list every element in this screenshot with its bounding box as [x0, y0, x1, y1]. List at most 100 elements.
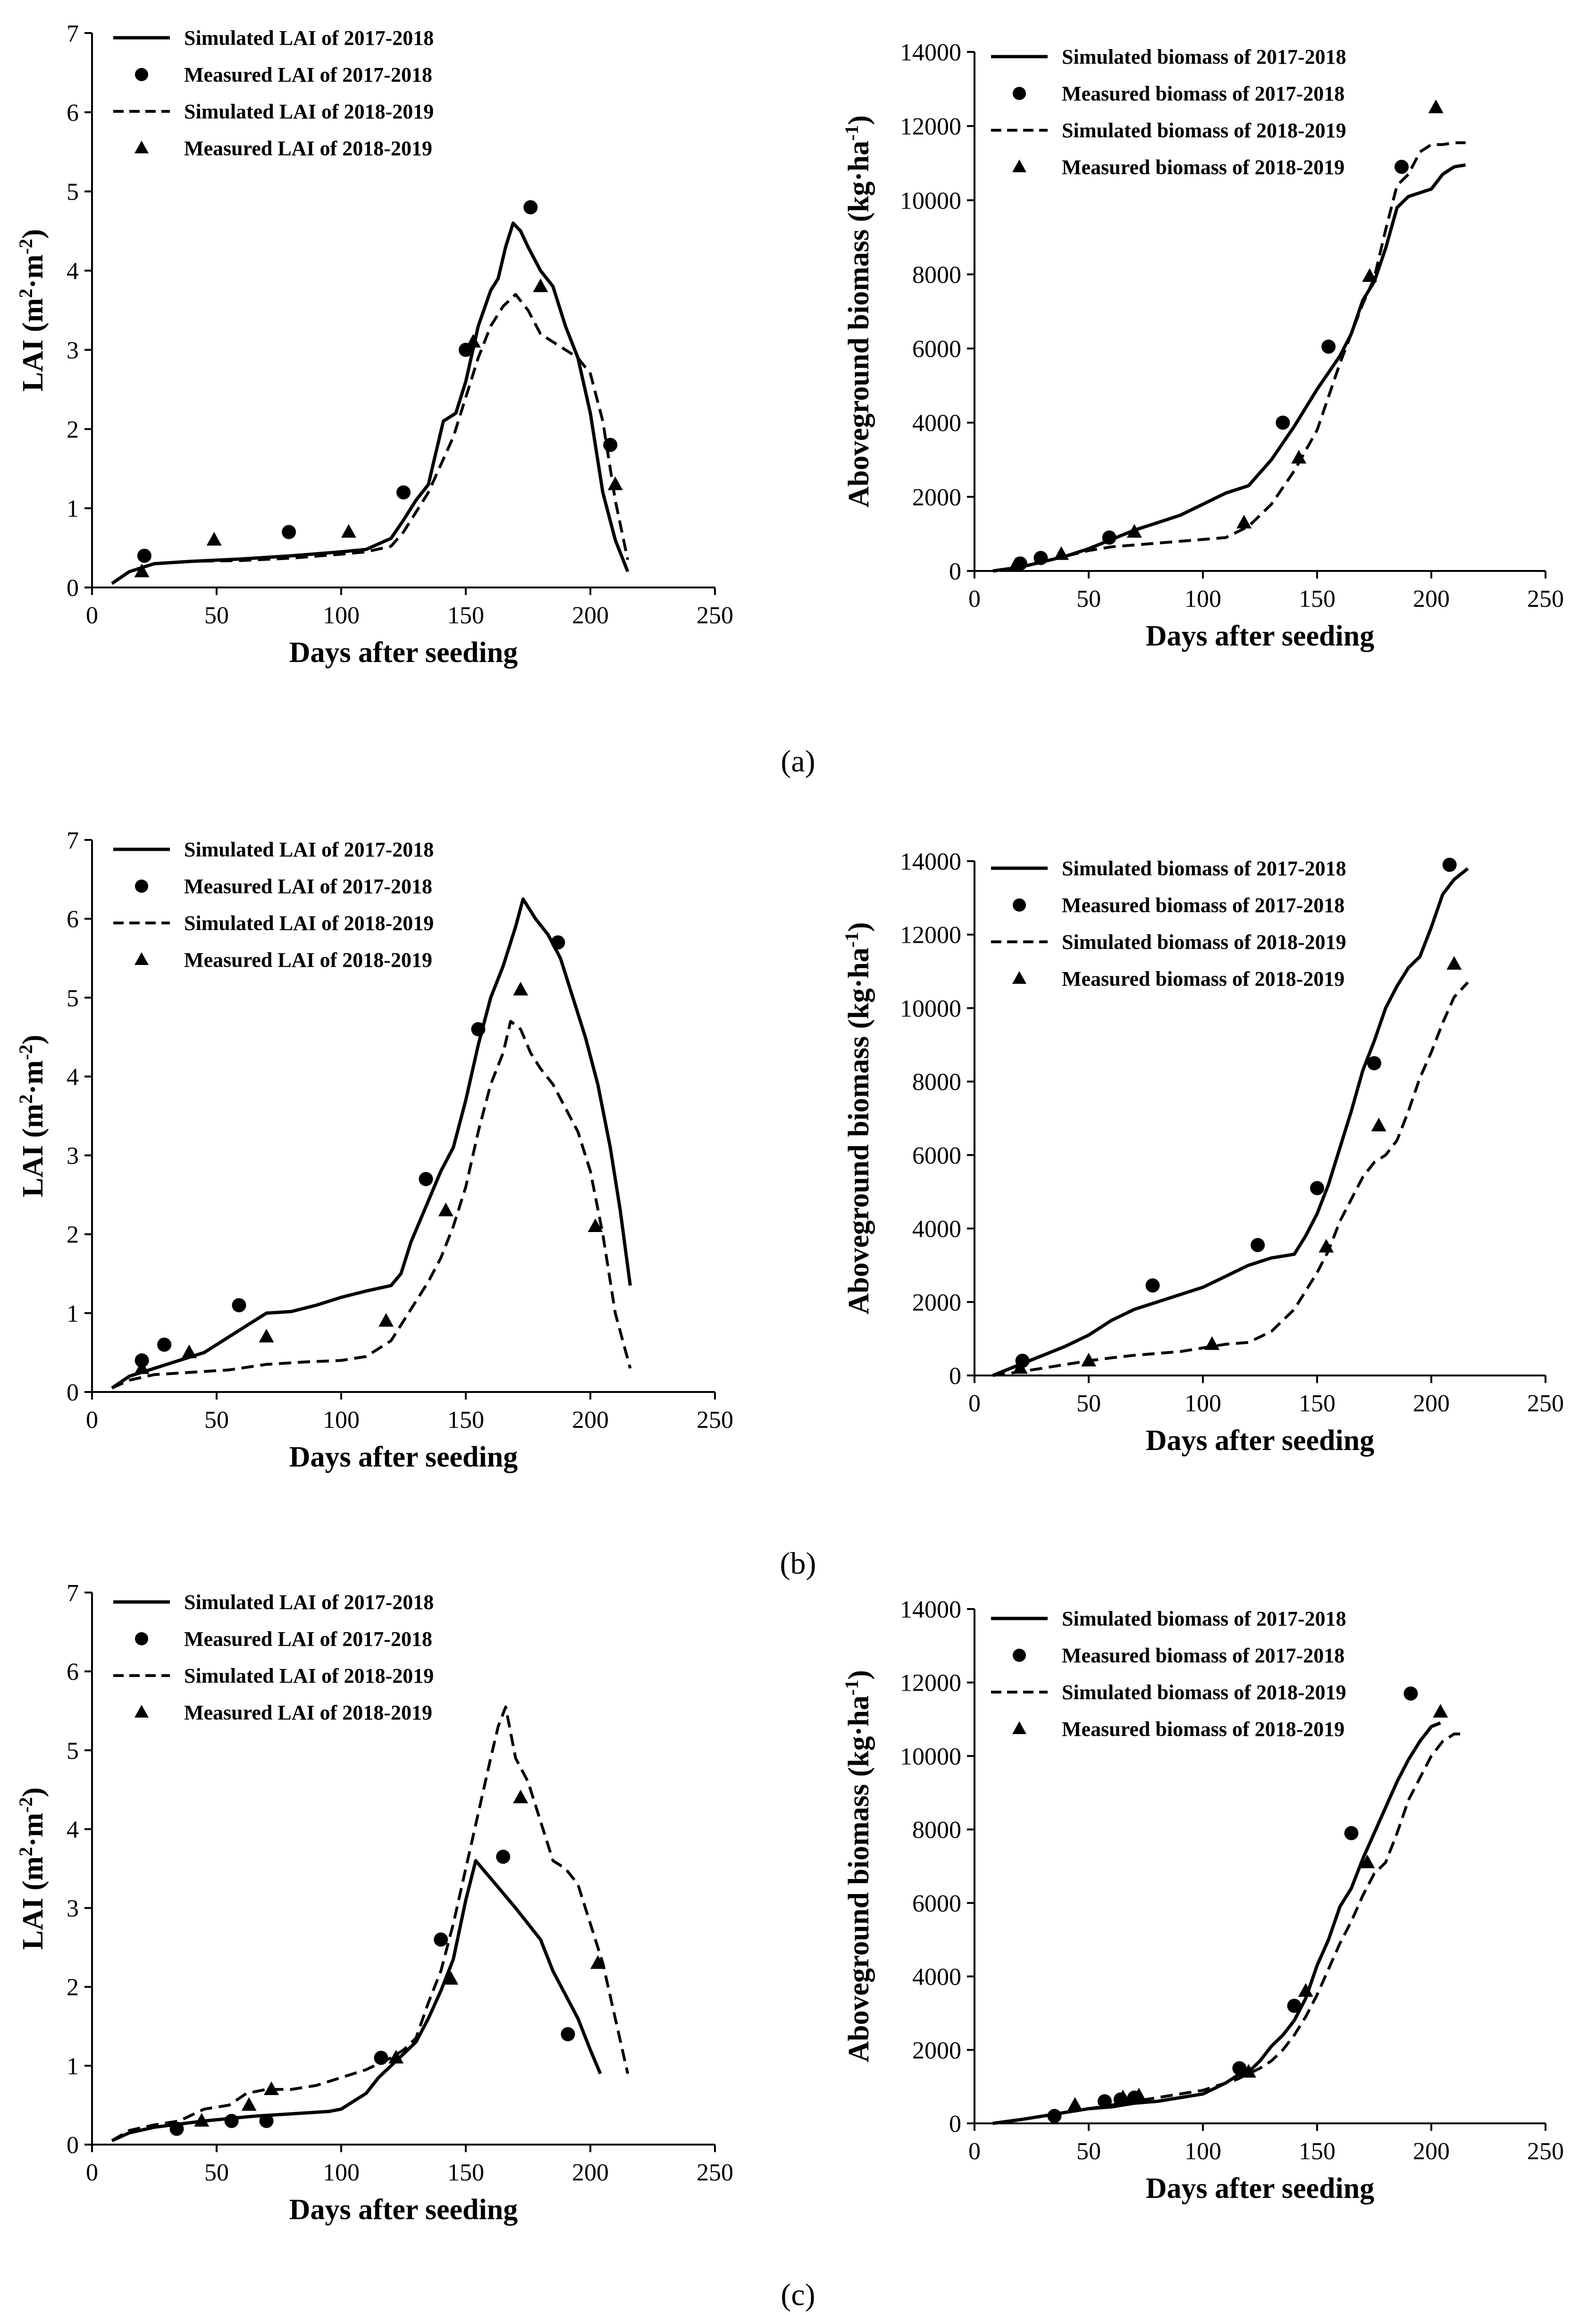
y-tick-label: 2 [67, 1222, 79, 1249]
legend-entry: Simulated LAI of 2017-2018 [184, 26, 434, 50]
measured-point-triangle [181, 1344, 197, 1358]
chart-4: 0 50 100 150 200 250 0 2000 4000 6000 8000 10000 120… [841, 848, 1564, 1457]
simulated-line-2018-2019 [111, 1705, 630, 2142]
measured-point-circle [434, 1932, 448, 1947]
measured-point-triangle [378, 1313, 394, 1327]
y-axis-title-part: ·m [17, 254, 49, 288]
y-tick-label: 6 [67, 1659, 79, 1685]
simulated-line-2017-2018 [111, 1859, 602, 2142]
measured-point-triangle [1067, 2097, 1083, 2111]
measured-point-triangle [1360, 1854, 1375, 1869]
y-tick-label: 6 [67, 100, 79, 126]
x-tick-label: 0 [86, 602, 98, 629]
legend-entry: Measured biomass of 2017-2018 [1062, 82, 1344, 105]
legend-swatch-triangle [1012, 971, 1026, 984]
measured-point-circle [1403, 1686, 1418, 1701]
y-axis-title-part: ) [17, 229, 49, 239]
legend-swatch-circle [135, 880, 148, 893]
measured-point-circle [1442, 857, 1457, 872]
measured-point-circle [496, 1849, 511, 1864]
y-tick-label: 1 [67, 495, 79, 522]
x-tick-label: 200 [572, 1407, 609, 1434]
x-tick-label: 0 [968, 2138, 981, 2165]
measured-point-triangle [533, 278, 548, 293]
y-axis-title: LAI (m2·m-2) [15, 229, 50, 391]
y-tick-label: 0 [949, 558, 961, 585]
legend-entry: Measured LAI of 2018-2019 [184, 137, 432, 160]
legend: Simulated biomass of 2017-2018 Measured b… [991, 45, 1346, 179]
y-axis-title-part: ) [843, 115, 875, 125]
measured-point-triangle [1081, 1352, 1096, 1367]
measured-point-triangle [1428, 99, 1444, 113]
y-tick-label: 3 [67, 1143, 79, 1170]
legend-entry: Measured LAI of 2017-2018 [184, 1627, 432, 1651]
y-axis-title: LAI (m2·m-2) [15, 1787, 50, 1950]
y-tick-label: 1 [67, 1300, 79, 1327]
chart-5: 0 50 100 150 200 250 0 1 2 3 4 5 6 7 Days after seedin… [15, 1580, 734, 2226]
x-axis-title: Days after seeding [289, 2194, 518, 2226]
x-tick-label: 200 [1413, 1390, 1450, 1417]
measured-point-triangle [1204, 1336, 1220, 1350]
legend-entry: Simulated biomass of 2017-2018 [1062, 857, 1346, 880]
x-tick-label: 150 [447, 602, 484, 629]
y-tick-label: 0 [949, 1363, 961, 1390]
legend-entry: Measured biomass of 2018-2019 [1062, 967, 1344, 990]
legend: Simulated LAI of 2017-2018 Measured LAI o… [113, 838, 434, 972]
measured-point-triangle [194, 2113, 210, 2127]
measured-point-circle [232, 1298, 246, 1313]
measured-point-triangle [588, 1218, 603, 1232]
measured-point-triangle [513, 981, 529, 996]
y-axis-title-part: Aboveground biomass (kg·ha [843, 141, 875, 508]
measured-point-circle [282, 525, 296, 539]
x-tick-label: 200 [572, 602, 609, 629]
y-tick-label: 14000 [900, 39, 961, 66]
legend-entry: Simulated LAI of 2018-2019 [184, 912, 434, 935]
y-axis-title-part: -1 [841, 125, 862, 141]
legend-entry: Measured biomass of 2018-2019 [1062, 156, 1344, 179]
legend-entry: Measured biomass of 2017-2018 [1062, 894, 1344, 917]
y-axis-title-part: ·m [17, 1813, 49, 1847]
y-tick-label: 8000 [912, 261, 961, 288]
x-tick-label: 250 [697, 602, 733, 629]
measured-point-circle [157, 1337, 172, 1352]
simulated-line-2017-2018 [992, 163, 1466, 573]
y-tick-label: 10000 [900, 995, 961, 1022]
measured-point-triangle [241, 2097, 257, 2111]
legend: Simulated LAI of 2017-2018 Measured LAI o… [113, 1591, 434, 1724]
y-axis-title-part: LAI (m [17, 298, 49, 392]
measured-point-circle [1310, 1181, 1324, 1195]
x-tick-label: 150 [1299, 2138, 1336, 2165]
measured-point-triangle [1008, 557, 1024, 571]
y-tick-label: 3 [67, 1895, 79, 1922]
y-axis-title-part: 2 [15, 1847, 36, 1856]
measured-point-triangle [1362, 268, 1378, 282]
y-axis-title-part: Aboveground biomass (kg·ha [843, 947, 875, 1315]
y-tick-label: 6000 [912, 1890, 961, 1917]
x-tick-label: 100 [323, 602, 360, 629]
x-tick-label: 250 [1527, 2138, 1564, 2165]
measured-point-triangle [341, 524, 356, 538]
x-axis-title: Days after seeding [1146, 2172, 1374, 2205]
x-axis-title: Days after seeding [289, 637, 518, 669]
legend-swatch-triangle [134, 952, 149, 965]
measured-point-circle [1321, 339, 1336, 354]
y-tick-label: 12000 [900, 113, 961, 140]
measured-point-triangle [465, 334, 481, 348]
measured-point-triangle [1115, 2089, 1131, 2104]
y-tick-label: 10000 [900, 187, 961, 214]
legend-entry: Measured LAI of 2017-2018 [184, 875, 432, 898]
x-tick-label: 50 [1076, 2138, 1101, 2165]
legend-entry: Simulated LAI of 2017-2018 [184, 838, 434, 861]
y-tick-label: 6000 [912, 1142, 961, 1169]
y-axis-title-part: -1 [841, 1680, 862, 1695]
legend-swatch-triangle [1012, 1721, 1026, 1734]
measured-point-circle [1287, 1998, 1302, 2013]
simulated-line-2017-2018 [111, 221, 630, 585]
measured-point-triangle [607, 476, 623, 490]
measured-point-circle [259, 2113, 274, 2128]
measured-point-circle [137, 548, 151, 563]
x-tick-label: 50 [204, 1407, 229, 1434]
y-axis-title: Aboveground biomass (kg·ha-1) [841, 115, 875, 508]
y-tick-label: 14000 [900, 848, 961, 875]
